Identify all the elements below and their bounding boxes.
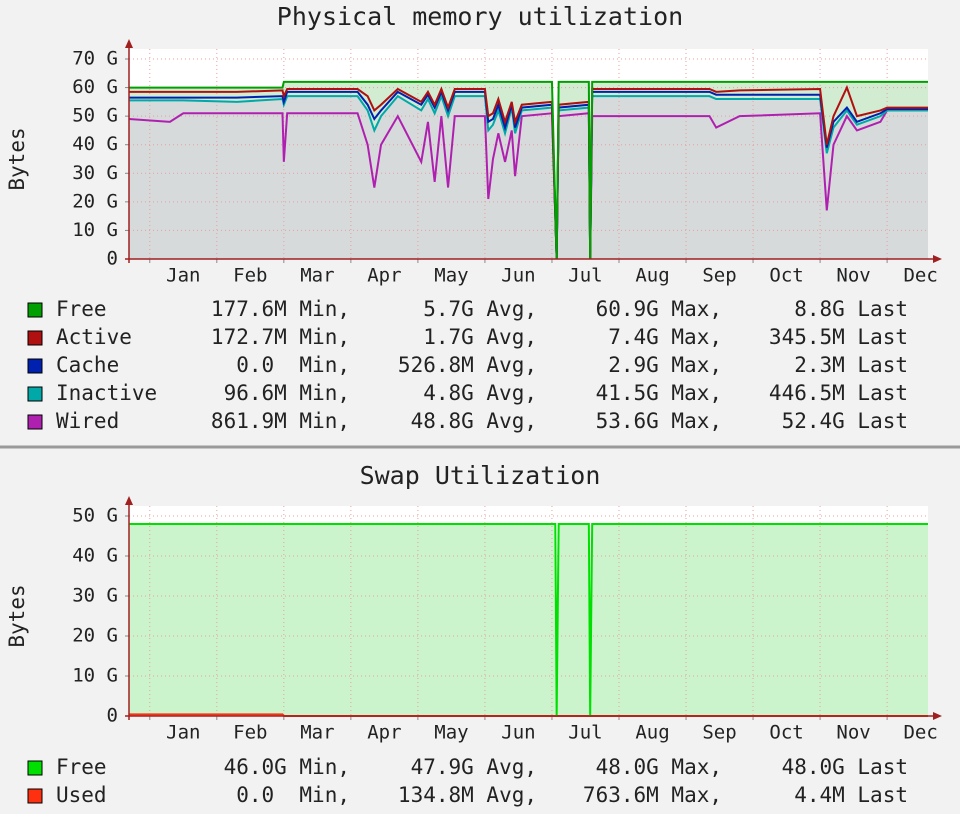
- legend-swatch: [27, 386, 43, 402]
- y-tick-label: 10 G: [72, 219, 118, 241]
- legend-stat: 763.6M Max,: [583, 783, 722, 807]
- x-tick-label: Mar: [300, 722, 334, 744]
- y-tick-label: 10 G: [72, 665, 118, 687]
- chart-title: Physical memory utilization: [277, 2, 683, 31]
- y-tick-label: 40 G: [72, 545, 118, 567]
- area: [129, 524, 928, 716]
- legend-label: Used: [56, 783, 107, 807]
- y-tick-label: 40 G: [72, 133, 118, 155]
- legend-stat: 5.7G Avg,: [423, 297, 537, 321]
- legend-label: Wired: [56, 409, 119, 433]
- legend-stat: 446.5M Last: [769, 381, 908, 405]
- legend-stat: 172.7M Min,: [211, 325, 350, 349]
- series-line: [129, 523, 928, 717]
- x-tick-label: Jan: [166, 722, 200, 744]
- legend-swatch: [27, 358, 43, 374]
- legend-stat: 47.9G Avg,: [411, 755, 537, 779]
- y-axis-arrow: [125, 39, 133, 48]
- y-axis-label: Bytes: [5, 127, 29, 190]
- y-axis-label: Bytes: [5, 584, 29, 647]
- x-tick-label: Jun: [501, 722, 535, 744]
- legend-label: Free: [56, 297, 107, 321]
- legend-stat: 4.8G Avg,: [423, 381, 537, 405]
- x-tick-label: Aug: [635, 722, 669, 744]
- x-tick-label: Sep: [702, 722, 736, 744]
- series-line: [129, 84, 928, 260]
- legend-stat: 134.8M Avg,: [398, 783, 537, 807]
- legend-stat: 96.6M Min,: [224, 381, 350, 405]
- area: [129, 96, 928, 260]
- x-axis-arrow: [933, 712, 942, 720]
- x-tick-label: Dec: [903, 722, 937, 744]
- legend-stat: 526.8M Avg,: [398, 353, 537, 377]
- y-tick-label: 20 G: [72, 190, 118, 212]
- y-tick-label: 20 G: [72, 625, 118, 647]
- y-tick-label: 50 G: [72, 505, 118, 527]
- x-tick-label: Nov: [836, 265, 870, 287]
- legend-stat: 48.0G Max,: [596, 755, 722, 779]
- legend-stat: 2.9G Max,: [608, 353, 722, 377]
- legend-swatch: [27, 788, 43, 804]
- legend-swatch: [27, 302, 43, 318]
- y-tick-label: 50 G: [72, 105, 118, 127]
- series-line: [128, 109, 928, 260]
- x-tick-label: Jul: [568, 722, 602, 744]
- legend-stat: 0.0 Min,: [236, 353, 350, 377]
- y-axis-arrow: [125, 496, 133, 505]
- x-tick-label: May: [434, 722, 468, 744]
- x-axis-arrow: [933, 255, 942, 263]
- legend-swatch: [27, 414, 43, 430]
- x-tick-label: May: [434, 265, 468, 287]
- y-tick-label: 60 G: [72, 76, 118, 98]
- x-tick-label: Dec: [903, 265, 937, 287]
- legend-stat: 2.3M Last: [794, 353, 908, 377]
- legend-stat: 0.0 Min,: [236, 783, 350, 807]
- y-tick-label: 30 G: [72, 585, 118, 607]
- x-tick-label: Mar: [300, 265, 334, 287]
- x-tick-label: Aug: [635, 265, 669, 287]
- chart-title: Swap Utilization: [360, 461, 601, 490]
- x-tick-label: Oct: [769, 265, 803, 287]
- legend-swatch: [27, 760, 43, 776]
- x-tick-label: Apr: [367, 722, 401, 744]
- legend-stat: 48.8G Avg,: [411, 409, 537, 433]
- x-tick-label: Oct: [769, 722, 803, 744]
- legend-stat: 1.7G Avg,: [423, 325, 537, 349]
- legend-stat: 60.9G Max,: [596, 297, 722, 321]
- x-tick-label: Jul: [568, 265, 602, 287]
- x-tick-label: Sep: [702, 265, 736, 287]
- legend-stat: 52.4G Last: [782, 409, 908, 433]
- legend-stat: 4.4M Last: [794, 783, 908, 807]
- legend-stat: 48.0G Last: [782, 755, 908, 779]
- x-tick-label: Apr: [367, 265, 401, 287]
- x-tick-label: Feb: [233, 722, 267, 744]
- legend-stat: 7.4G Max,: [608, 325, 722, 349]
- y-tick-label: 30 G: [72, 162, 118, 184]
- legend-label: Active: [56, 325, 132, 349]
- legend-stat: 41.5G Max,: [596, 381, 722, 405]
- legend-stat: 861.9M Min,: [211, 409, 350, 433]
- legend-label: Free: [56, 755, 107, 779]
- legend-stat: 177.6M Min,: [211, 297, 350, 321]
- y-tick-label: 70 G: [72, 48, 118, 70]
- x-tick-label: Jun: [501, 265, 535, 287]
- x-tick-label: Feb: [233, 265, 267, 287]
- x-tick-label: Nov: [836, 722, 870, 744]
- series-line: [129, 80, 928, 260]
- legend-stat: 345.5M Last: [769, 325, 908, 349]
- y-tick-label: 0: [107, 248, 118, 270]
- legend-swatch: [27, 330, 43, 346]
- legend-label: Cache: [56, 353, 119, 377]
- y-tick-label: 0: [107, 705, 118, 727]
- x-tick-label: Jan: [166, 265, 200, 287]
- legend-label: Inactive: [56, 381, 157, 405]
- legend-stat: 8.8G Last: [794, 297, 908, 321]
- legend-stat: 53.6G Max,: [596, 409, 722, 433]
- legend-stat: 46.0G Min,: [224, 755, 350, 779]
